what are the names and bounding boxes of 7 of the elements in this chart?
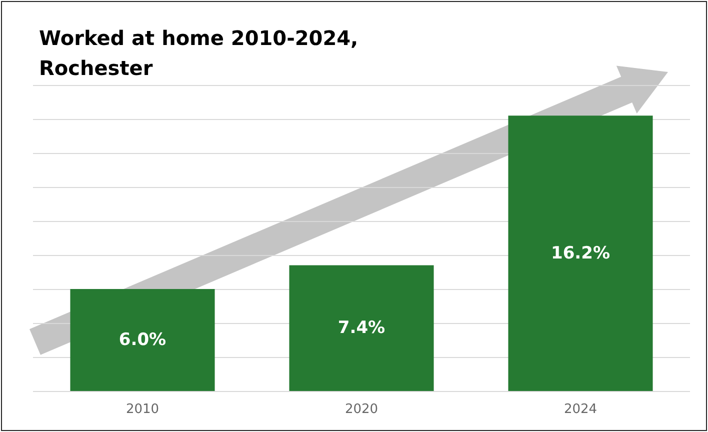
data-label: 16.2% xyxy=(551,243,610,264)
x-tick-label: 2024 xyxy=(564,402,598,417)
data-label: 6.0% xyxy=(118,330,166,350)
x-tick-label: 2010 xyxy=(126,402,160,417)
data-label: 7.4% xyxy=(338,318,386,338)
x-tick-label: 2020 xyxy=(344,402,378,417)
chart-title: Worked at home 2010-2024, Rochester xyxy=(39,26,358,80)
